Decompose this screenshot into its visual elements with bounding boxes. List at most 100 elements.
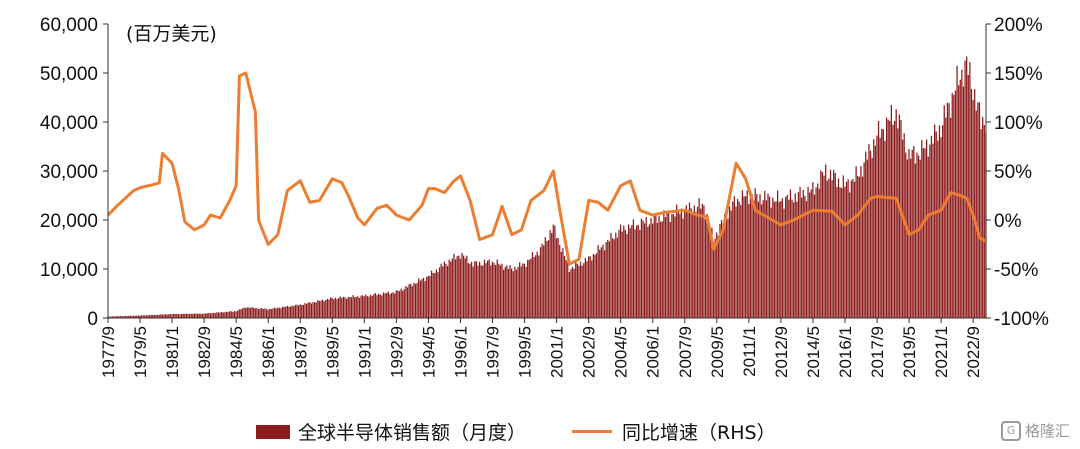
sales-bar [821,172,824,318]
sales-bar [445,263,447,318]
sales-bar [487,260,489,318]
sales-bar [392,292,394,318]
x-tick-label: 2007/9 [676,326,695,378]
sales-bar [408,284,410,318]
sales-bar [871,157,873,318]
sales-bar [597,245,599,318]
sales-bar [241,308,244,318]
sales-bar [773,201,776,318]
sales-bar [456,256,458,318]
sales-bar [845,181,848,318]
sales-bar [586,261,588,318]
sales-bar [823,175,825,318]
sales-bar [118,316,120,318]
sales-bar [469,263,471,318]
sales-bar [751,193,753,318]
sales-bar [778,201,780,318]
sales-bar [389,294,391,318]
x-tick-label: 2021/1 [932,326,951,378]
sales-bar [876,135,878,318]
right-tick-label: 50% [994,162,1032,183]
sales-bar [799,186,801,318]
sales-bar [208,312,210,318]
sales-bar [475,261,478,318]
sales-bar [767,193,769,318]
sales-bar [405,286,407,318]
sales-bar [495,265,497,318]
sales-bar [813,194,816,318]
sales-bar [161,314,163,318]
growth-line [106,71,987,266]
sales-bar [619,224,622,318]
sales-bar [946,102,949,318]
sales-bar [945,117,947,319]
sales-bar [793,202,795,318]
sales-bar [780,201,782,318]
sales-bar [549,230,551,318]
x-tick-label: 2006/1 [644,326,663,378]
sales-bar [418,278,420,318]
legend-bar-label: 全球半导体销售额（月度） [298,422,527,444]
sales-bar [602,244,604,318]
sales-bar [892,124,894,318]
sales-bar [203,313,205,318]
sales-bar [355,296,357,318]
sales-bar [506,265,508,318]
sales-bar [499,265,502,318]
sales-bar [674,216,676,318]
sales-bar [362,295,364,318]
sales-bar [400,288,402,318]
sales-bar [533,256,535,318]
sales-bar [297,305,300,318]
sales-bar [786,194,788,318]
sales-bar [160,314,162,318]
sales-bar [974,89,976,318]
sales-bar [661,221,663,318]
sales-bar [791,199,793,318]
sales-bar [676,204,678,318]
sales-bar [932,143,934,318]
plot-area [106,56,987,319]
sales-bar [419,280,421,318]
sales-bar [270,309,272,318]
sales-bar [653,214,655,318]
sales-bar [466,255,468,318]
sales-bar [762,200,764,318]
sales-bar [884,140,886,318]
sales-bar [150,314,152,318]
sales-bar [900,120,902,319]
sales-bar [331,298,333,318]
sales-bar [222,312,224,318]
sales-bar [136,315,138,318]
sales-bar [567,261,569,318]
sales-bar [608,241,611,318]
sales-bar [503,269,505,318]
sales-bar [972,99,974,319]
sales-bar [684,210,686,318]
sales-bar [472,266,474,318]
right-tick-label: -100% [994,309,1049,330]
sales-bar [132,315,135,318]
sales-bar [112,316,114,318]
sales-bar [379,294,381,318]
sales-bar [760,204,763,318]
sales-bar [541,243,543,318]
sales-bar [605,242,607,318]
sales-bar [690,208,692,318]
x-tick-label: 1997/9 [484,326,503,378]
sales-bar [906,159,909,318]
sales-bar [842,175,844,318]
sales-bar [354,297,356,318]
sales-bar [895,109,897,318]
sales-bar [230,311,232,318]
sales-bar [304,303,306,318]
sales-bar [536,251,538,318]
sales-bar [131,315,133,318]
sales-bar [648,224,651,318]
sales-bar [238,309,240,318]
left-tick-label: 10,000 [40,260,98,281]
x-tick-label: 2014/5 [804,326,823,378]
sales-bar [198,313,200,318]
sales-bar [310,303,313,318]
